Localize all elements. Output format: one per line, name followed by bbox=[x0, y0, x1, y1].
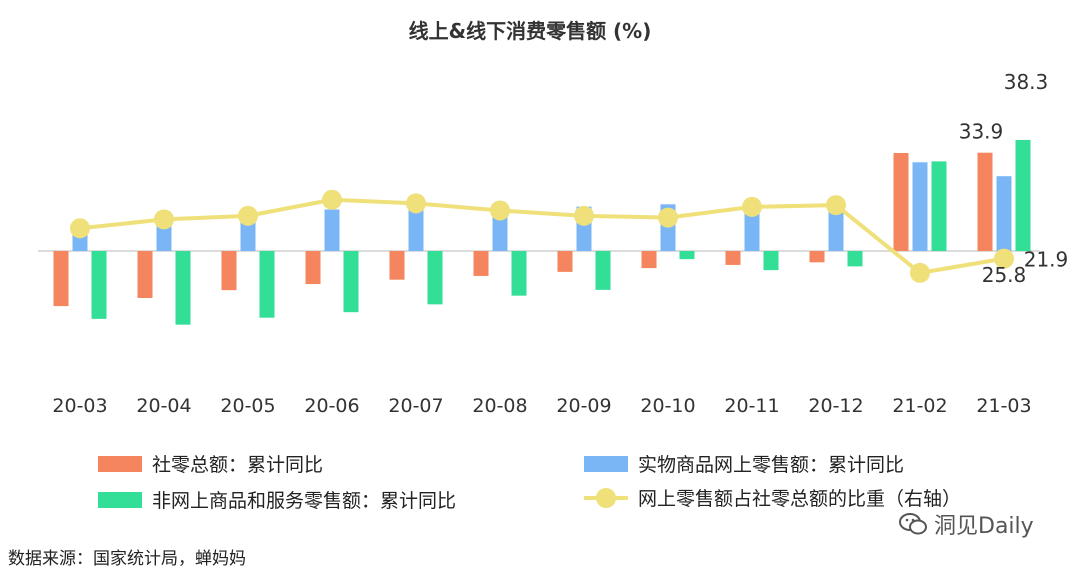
x-tick-20-05: 20-05 bbox=[220, 395, 275, 417]
line-online-share bbox=[79, 197, 1005, 275]
line-point-20-08 bbox=[490, 200, 510, 221]
legend-item-offline: 非网上商品和服务零售额：累计同比 bbox=[98, 486, 456, 513]
data-label-21.9: 21.9 bbox=[1024, 248, 1069, 272]
x-tick-21-03: 21-03 bbox=[976, 395, 1031, 417]
bar-s1-21-02 bbox=[912, 162, 928, 251]
bar-s1-20-12 bbox=[828, 208, 844, 251]
line-point-20-09 bbox=[574, 205, 594, 226]
data-label-group: 33.9 38.3 25.821.9 bbox=[959, 70, 1069, 287]
legend-swatch-line bbox=[584, 487, 628, 508]
data-label-25.8: 25.8 bbox=[982, 263, 1027, 287]
line-series-group bbox=[70, 189, 1014, 283]
legend-item-online-share: 网上零售额占社零总额的比重（右轴） bbox=[584, 484, 961, 511]
bar-s1-20-03 bbox=[72, 233, 88, 251]
line-point-20-06 bbox=[322, 189, 342, 210]
bar-s0-20-09 bbox=[557, 251, 573, 272]
x-tick-20-07: 20-07 bbox=[388, 395, 443, 417]
bar-s0-20-07 bbox=[389, 251, 405, 280]
legend-label: 网上零售额占社零总额的比重（右轴） bbox=[638, 488, 962, 510]
wechat-icon bbox=[899, 513, 927, 535]
bar-s2-20-09 bbox=[595, 251, 611, 290]
bar-s0-20-10 bbox=[641, 251, 657, 269]
bar-s2-20-08 bbox=[511, 251, 527, 296]
bar-s0-20-11 bbox=[725, 251, 741, 265]
x-tick-20-11: 20-11 bbox=[724, 395, 779, 417]
legend-item-online-goods: 实物商品网上零售额：累计同比 bbox=[584, 450, 904, 477]
legend-swatch-red bbox=[98, 455, 142, 472]
bar-s2-21-02 bbox=[931, 161, 947, 251]
legend-item-retail-total: 社零总额：累计同比 bbox=[98, 450, 323, 477]
bar-s2-20-07 bbox=[427, 251, 443, 305]
legend-swatch-green bbox=[98, 491, 142, 508]
bar-s1-20-07 bbox=[408, 205, 424, 251]
line-point-21-03 bbox=[994, 248, 1014, 269]
bar-s2-20-05 bbox=[259, 251, 275, 318]
brand-text: 洞见Daily bbox=[934, 514, 1034, 539]
line-point-21-02 bbox=[910, 262, 930, 283]
data-label-33.9: 33.9 bbox=[959, 120, 1004, 144]
legend-label: 社零总额：累计同比 bbox=[152, 454, 324, 476]
x-tick-20-12: 20-12 bbox=[808, 395, 863, 417]
x-tick-20-08: 20-08 bbox=[472, 395, 527, 417]
bar-s0-20-08 bbox=[473, 251, 489, 276]
bar-s1-21-03 bbox=[996, 176, 1012, 251]
line-point-20-10 bbox=[658, 207, 678, 228]
bar-s0-21-02 bbox=[893, 152, 909, 251]
brand-watermark: 洞见Daily bbox=[898, 508, 1034, 540]
x-tick-21-02: 21-02 bbox=[892, 395, 947, 417]
bar-s2-20-11 bbox=[763, 251, 779, 271]
bar-s1-20-05 bbox=[240, 217, 256, 251]
data-label-38.3: 38.3 bbox=[1004, 70, 1049, 94]
bar-s0-20-05 bbox=[221, 251, 237, 291]
line-point-20-11 bbox=[742, 196, 762, 217]
bar-s2-20-10 bbox=[679, 251, 695, 260]
bar-s2-20-03 bbox=[91, 251, 107, 319]
legend-label: 非网上商品和服务零售额：累计同比 bbox=[152, 490, 457, 512]
bar-s1-20-11 bbox=[744, 205, 760, 251]
x-tick-20-04: 20-04 bbox=[136, 395, 191, 417]
bar-group bbox=[53, 139, 1031, 325]
bar-s1-20-04 bbox=[156, 226, 172, 251]
x-axis-ticks: 20-03 20-04 20-05 20-06 20-07 20-08 20-09 20-10… bbox=[52, 395, 1031, 417]
legend-label: 实物商品网上零售额：累计同比 bbox=[638, 454, 905, 476]
x-tick-20-09: 20-09 bbox=[556, 395, 611, 417]
chart-canvas: 线上&线下消费零售额 (%) 33.938.325.821.9 20-03 20-… bbox=[38, 19, 1069, 417]
bar-s1-20-06 bbox=[324, 209, 340, 251]
bar-s0-21-03 bbox=[977, 152, 993, 251]
bar-s0-20-06 bbox=[305, 251, 321, 285]
bar-s2-20-06 bbox=[343, 251, 359, 313]
line-point-20-03 bbox=[70, 218, 90, 239]
line-point-20-07 bbox=[406, 193, 426, 214]
source-note: 数据来源：国家统计局，蝉妈妈 bbox=[8, 549, 246, 569]
bar-s2-21-03 bbox=[1015, 139, 1031, 251]
bar-s0-20-03 bbox=[53, 251, 69, 307]
x-tick-20-06: 20-06 bbox=[304, 395, 359, 417]
line-point-20-12 bbox=[826, 195, 846, 216]
legend-swatch-blue bbox=[584, 455, 628, 472]
line-point-20-04 bbox=[154, 209, 174, 230]
bar-s2-20-12 bbox=[847, 251, 863, 267]
line-point-20-05 bbox=[238, 205, 258, 226]
bar-s2-20-04 bbox=[175, 251, 191, 325]
chart-title: 线上&线下消费零售额 (%) bbox=[409, 19, 652, 43]
bar-s0-20-12 bbox=[809, 251, 825, 263]
bar-s0-20-04 bbox=[137, 251, 153, 298]
x-tick-20-03: 20-03 bbox=[52, 395, 107, 417]
x-tick-20-10: 20-10 bbox=[640, 395, 695, 417]
